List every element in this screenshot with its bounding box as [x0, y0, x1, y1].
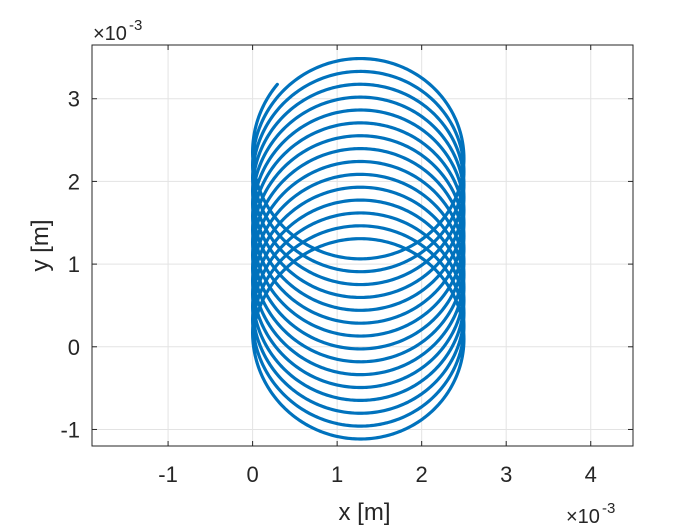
axes-box [91, 44, 634, 447]
x-axis-label: x [m] [339, 499, 391, 525]
ticks: -1 0 1 2 3 4 -1 0 1 2 3 [60, 45, 633, 487]
y-tick-label: 0 [68, 335, 80, 360]
series-layer [251, 56, 466, 441]
trajectory-line [251, 56, 466, 441]
x-tick-label: 2 [416, 462, 428, 487]
y-multiplier-exponent: -3 [129, 17, 142, 34]
grid [92, 45, 633, 446]
y-tick-label: 1 [68, 252, 80, 277]
x-tick-label: 4 [585, 462, 597, 487]
x-tick-label: -1 [158, 462, 178, 487]
x-tick-label: 3 [500, 462, 512, 487]
x-multiplier-exponent: -3 [602, 500, 615, 517]
y-multiplier-label: ×10 [93, 23, 127, 45]
x-multiplier-label: ×10 [566, 506, 600, 525]
y-axis-label: y [m] [27, 220, 54, 272]
y-tick-label: 3 [68, 87, 80, 112]
x-tick-label: 0 [246, 462, 258, 487]
y-tick-label: 2 [68, 169, 80, 194]
x-tick-label: 1 [331, 462, 343, 487]
y-tick-label: -1 [60, 417, 80, 442]
